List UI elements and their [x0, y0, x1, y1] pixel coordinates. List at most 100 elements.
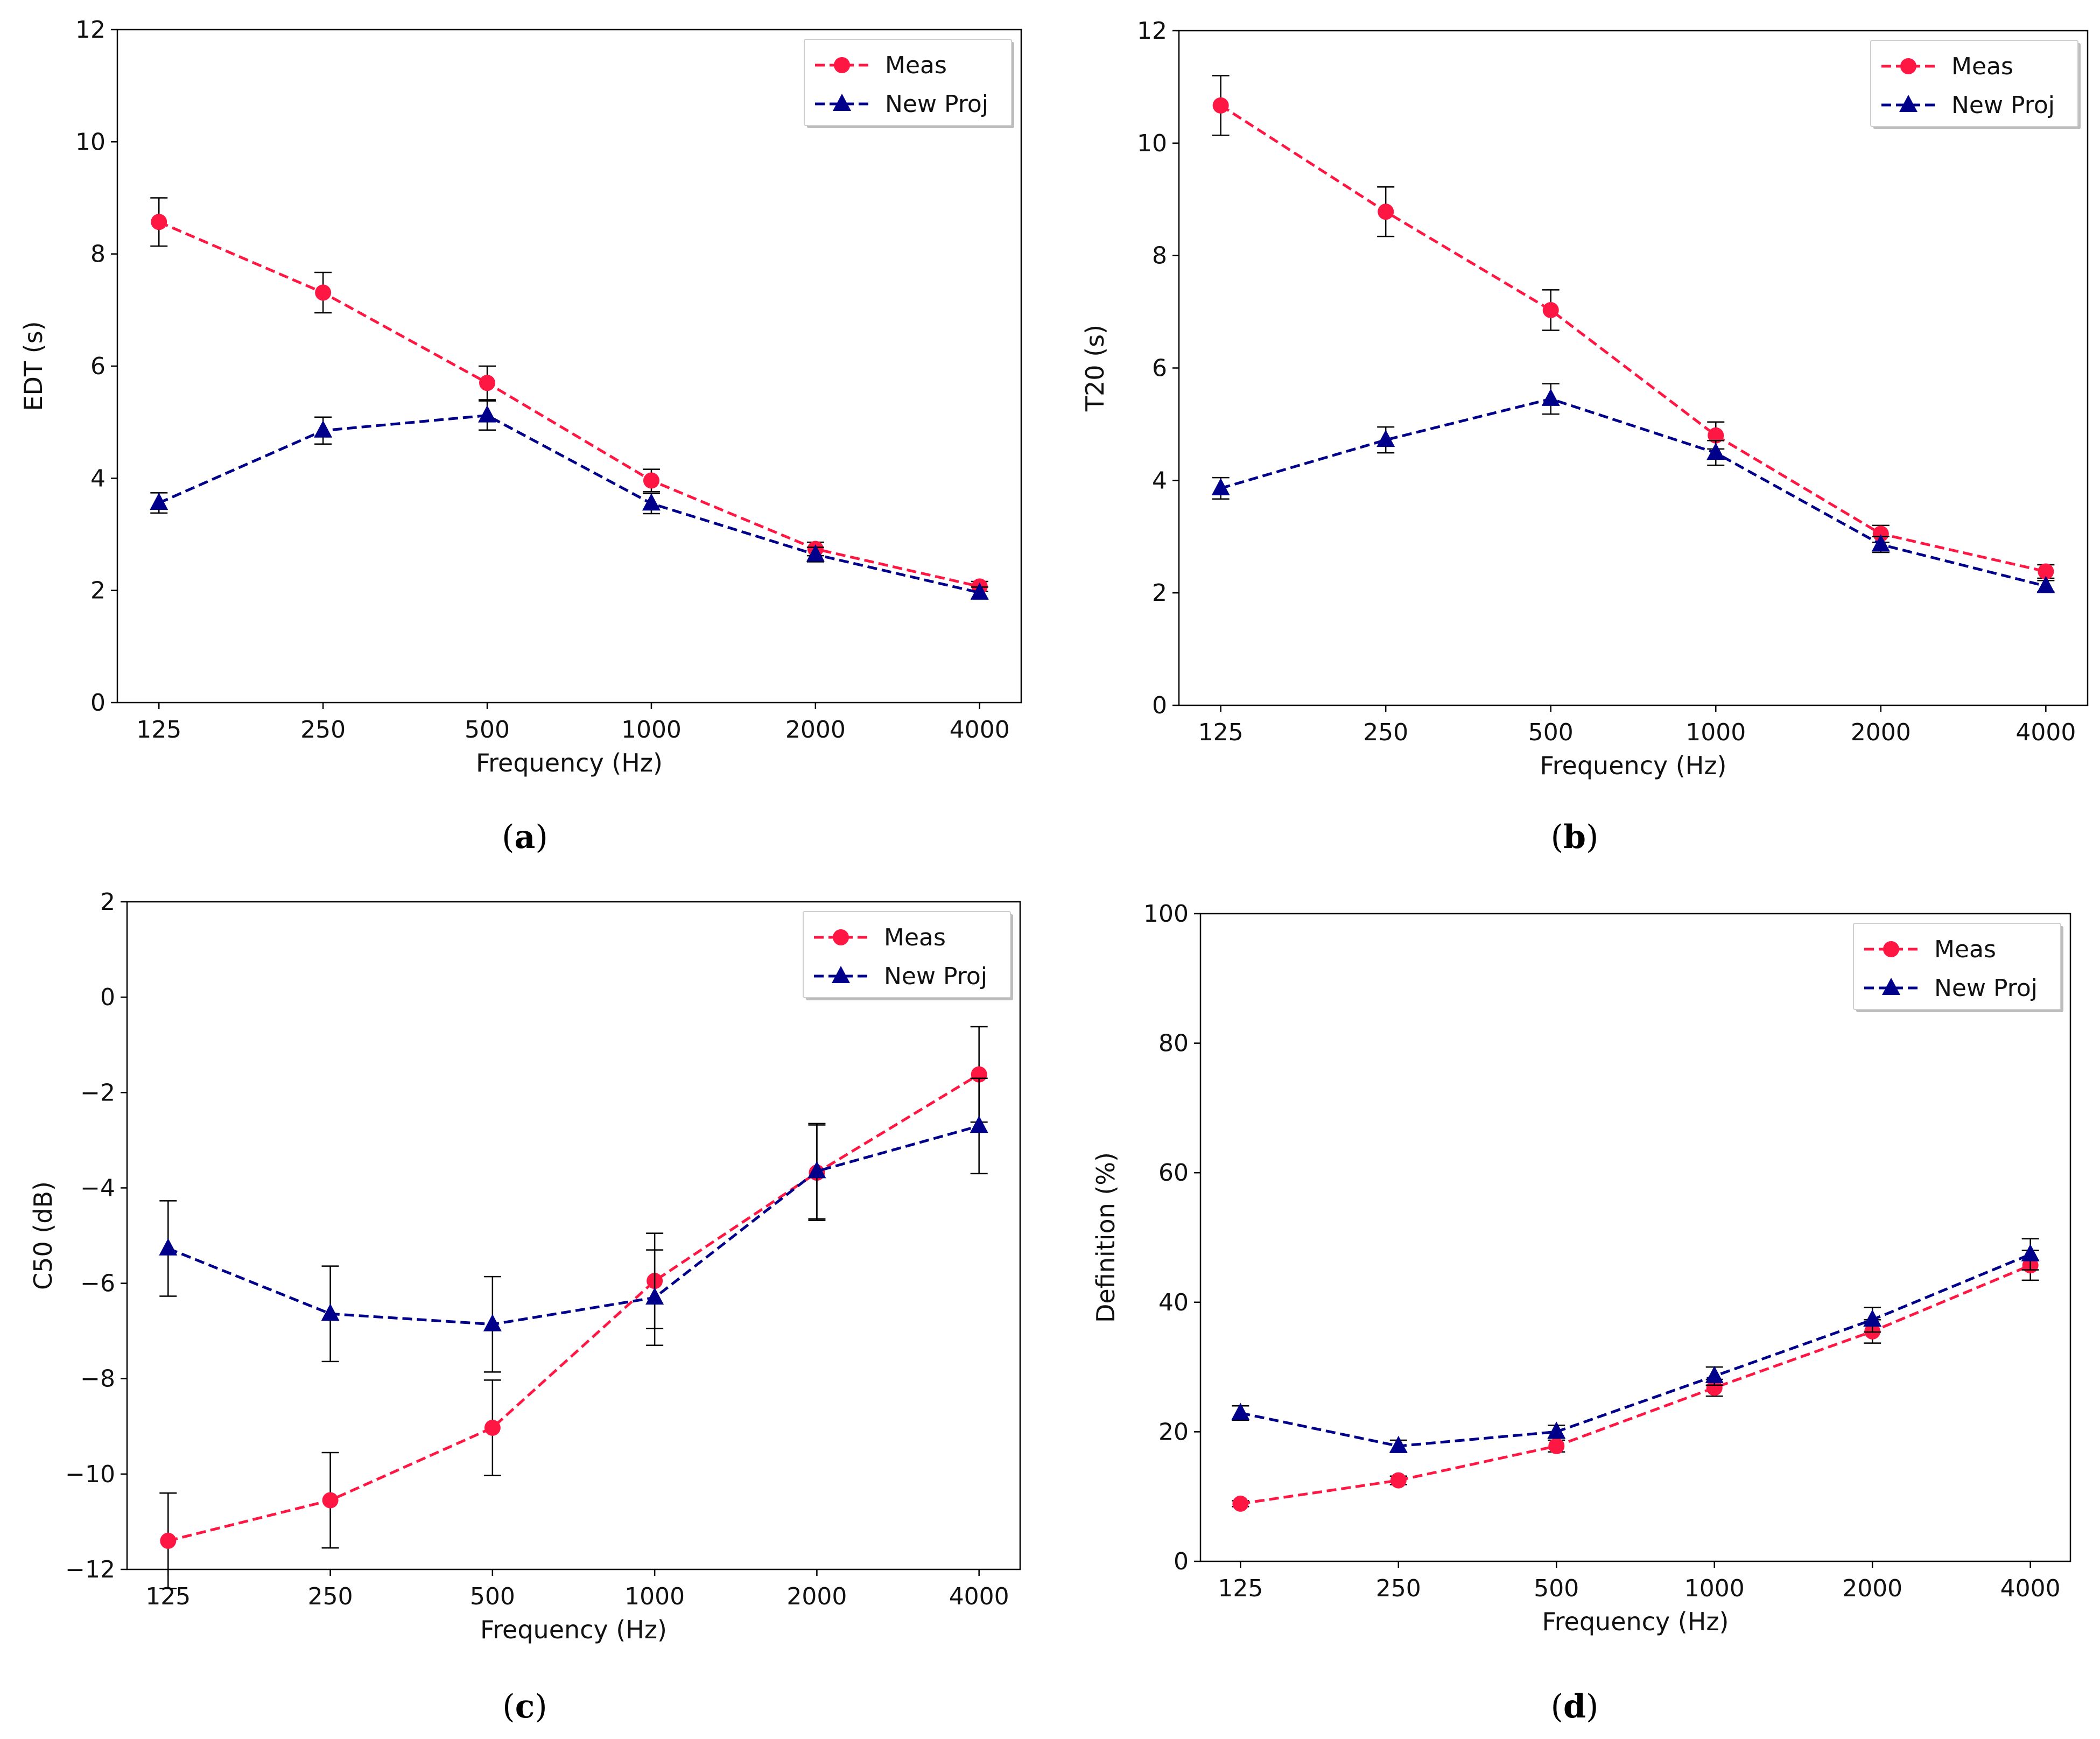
x-tick-label: 1000	[624, 1583, 685, 1610]
x-tick-label: 125	[136, 716, 181, 744]
y-tick-label: 4	[90, 465, 106, 492]
legend-box	[1853, 923, 2061, 1010]
new-proj-point	[478, 405, 497, 423]
legend-meas-label: Meas	[885, 52, 947, 79]
meas-series-line	[1220, 104, 2046, 573]
meas-point	[1708, 427, 1724, 444]
meas-point	[1548, 1438, 1565, 1454]
x-tick-label: 500	[465, 716, 510, 744]
new-proj-point	[1705, 1365, 1724, 1383]
new-proj-point	[970, 582, 989, 600]
y-tick-label: 8	[1152, 242, 1167, 270]
legend-box	[803, 911, 1011, 998]
x-tick-label: 2000	[786, 1583, 847, 1610]
legend-new-proj-marker	[833, 94, 851, 111]
y-tick-label: 6	[1152, 355, 1167, 382]
legend-new-proj-label: New Proj	[1934, 974, 2038, 1002]
legend-new-proj-label: New Proj	[885, 90, 988, 118]
legend-meas-marker	[1883, 941, 1899, 957]
x-tick-label: 250	[1363, 719, 1408, 746]
new-proj-series-line	[1240, 1253, 2031, 1448]
x-tick-label: 500	[470, 1583, 515, 1610]
y-tick-label: 2	[90, 577, 106, 605]
y-tick-label: 60	[1158, 1159, 1189, 1187]
meas-point	[315, 284, 332, 301]
panel-label-d: (d)	[1550, 1688, 1599, 1726]
new-proj-point	[1706, 443, 1725, 460]
y-tick-label: 2	[100, 888, 115, 916]
legend-meas-label: Meas	[884, 924, 946, 951]
y-axis-label: C50 (dB)	[29, 1181, 58, 1290]
x-tick-label: 500	[1534, 1575, 1579, 1602]
plot-frame	[1199, 913, 2071, 1562]
new-proj-point	[1211, 478, 1230, 495]
new-proj-point	[2036, 576, 2055, 593]
y-tick-label: 0	[90, 689, 106, 717]
new-proj-point	[1376, 430, 1395, 447]
y-tick-label: −8	[80, 1365, 115, 1393]
meas-point	[1232, 1495, 1249, 1512]
legend-new-proj-label: New Proj	[884, 963, 987, 990]
new-proj-point	[1547, 1421, 1566, 1439]
legend-new-proj-marker	[1882, 978, 1900, 995]
meas-series-line	[167, 1073, 980, 1542]
y-tick-label: −12	[65, 1556, 115, 1583]
meas-point	[151, 214, 167, 230]
meas-point	[479, 375, 496, 391]
legend-new-proj-marker	[1899, 95, 1918, 112]
chart-d: 0 20 40 60 80 100 125 250 500 1000 2000 4000 Frequen…	[1091, 900, 2071, 1636]
y-tick-label: 0	[100, 984, 115, 1011]
x-tick-label: 1000	[1685, 719, 1746, 746]
y-tick-label: 0	[1152, 692, 1167, 719]
x-tick-label: 2000	[1842, 1575, 1902, 1602]
new-proj-point	[159, 1238, 178, 1256]
meas-point	[1378, 204, 1394, 220]
x-tick-label: 250	[1376, 1575, 1421, 1602]
new-proj-series-line	[158, 414, 980, 594]
meas-point	[160, 1532, 177, 1549]
new-proj-point	[2021, 1244, 2040, 1261]
panel-label-a: (a)	[502, 818, 548, 856]
x-axis-label: Frequency (Hz)	[1542, 1607, 1729, 1636]
new-proj-point	[970, 1116, 988, 1133]
meas-series-line	[158, 220, 980, 588]
x-axis-label: Frequency (Hz)	[476, 748, 663, 777]
legend-meas-label: Meas	[1934, 936, 1996, 963]
meas-point	[1212, 97, 1229, 114]
legend-meas-label: Meas	[1951, 53, 2013, 80]
x-tick-label: 4000	[2000, 1575, 2061, 1602]
y-axis-label: Definition (%)	[1091, 1152, 1120, 1323]
meas-series-line	[1240, 1264, 2031, 1505]
plot-frame	[126, 901, 1021, 1570]
y-tick-label: 10	[75, 128, 106, 156]
chart-b: 0 2 4 6 8 10 12 125 250 500 1000 2000 4000 Frequency …	[1080, 17, 2089, 780]
x-tick-label: 125	[1218, 1575, 1263, 1602]
meas-point	[2038, 563, 2054, 580]
new-proj-point	[642, 493, 661, 511]
plot-frame	[1178, 30, 2089, 706]
x-tick-label: 1000	[1684, 1575, 1745, 1602]
new-proj-point	[483, 1314, 502, 1331]
y-tick-label: −2	[80, 1079, 115, 1106]
y-tick-label: 40	[1158, 1289, 1189, 1316]
meas-point	[643, 472, 659, 489]
legend-box	[804, 39, 1012, 126]
x-tick-label: 4000	[949, 1583, 1009, 1610]
y-tick-label: 10	[1137, 130, 1167, 157]
y-tick-label: 0	[1174, 1548, 1189, 1575]
panel-label-c: (c)	[502, 1688, 547, 1726]
new-proj-point	[314, 420, 333, 438]
y-tick-label: −6	[80, 1270, 115, 1298]
y-tick-label: 4	[1152, 467, 1167, 494]
new-proj-point	[321, 1303, 340, 1321]
new-proj-point	[1389, 1435, 1408, 1453]
new-proj-point	[1231, 1403, 1250, 1420]
chart-panel-d: 0 20 40 60 80 100 125 250 500 1000 2000 4000 Frequen…	[1050, 870, 2099, 1739]
meas-point	[1872, 525, 1889, 542]
y-tick-label: 12	[75, 16, 106, 44]
new-proj-point	[645, 1287, 664, 1305]
chart-panel-c: −12 −10 −8 −6 −4 −2 0 2 125 250 500 1000 2000 4000 Fre…	[0, 870, 1050, 1739]
y-tick-label: 8	[90, 241, 106, 268]
new-proj-point	[806, 544, 825, 562]
